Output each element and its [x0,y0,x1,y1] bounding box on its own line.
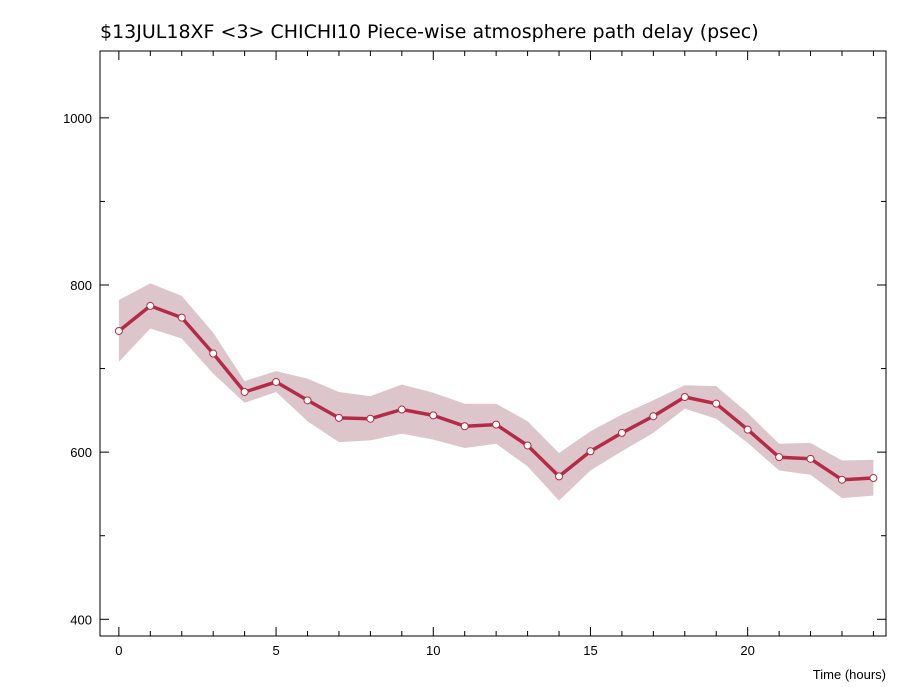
data-point [775,453,784,462]
data-point [209,349,218,358]
uncertainty-band-layer [118,283,874,501]
y-tick-label: 600 [70,445,92,460]
uncertainty-band [118,283,874,501]
data-point [649,412,658,421]
data-point [146,301,155,310]
data-point [460,422,469,431]
x-tick-label: 0 [115,643,122,658]
chart-title: $13JUL18XF <3> CHICHI10 Piece-wise atmos… [100,21,759,43]
data-point [492,420,501,429]
data-point [806,454,815,463]
data-point [334,413,343,422]
data-point [303,396,312,405]
y-tick-label: 800 [70,278,92,293]
data-point [177,313,186,322]
data-point [397,405,406,414]
y-axis-ticks: 400 600 800 1000 [63,111,886,627]
data-point [429,411,438,420]
data-point [743,425,752,434]
x-tick-label: 10 [426,643,440,658]
y-tick-label: 1000 [63,111,92,126]
data-point [837,475,846,484]
data-point [680,392,689,401]
data-point [272,377,281,386]
data-marker-layer [114,301,878,484]
x-axis-ticks: 0 5 10 15 20 [115,51,874,658]
data-point [366,414,375,423]
data-point [586,447,595,456]
data-point [114,326,123,335]
x-tick-label: 20 [740,643,754,658]
data-point [523,441,532,450]
data-point [240,387,249,396]
x-tick-label: 5 [272,643,279,658]
data-point [617,428,626,437]
data-point [712,399,721,408]
x-tick-label: 15 [583,643,597,658]
data-point [869,474,878,483]
plot-frame [99,50,887,637]
data-point [555,472,564,481]
y-tick-label: 400 [70,612,92,627]
x-axis-label: Time (hours) [813,667,886,682]
